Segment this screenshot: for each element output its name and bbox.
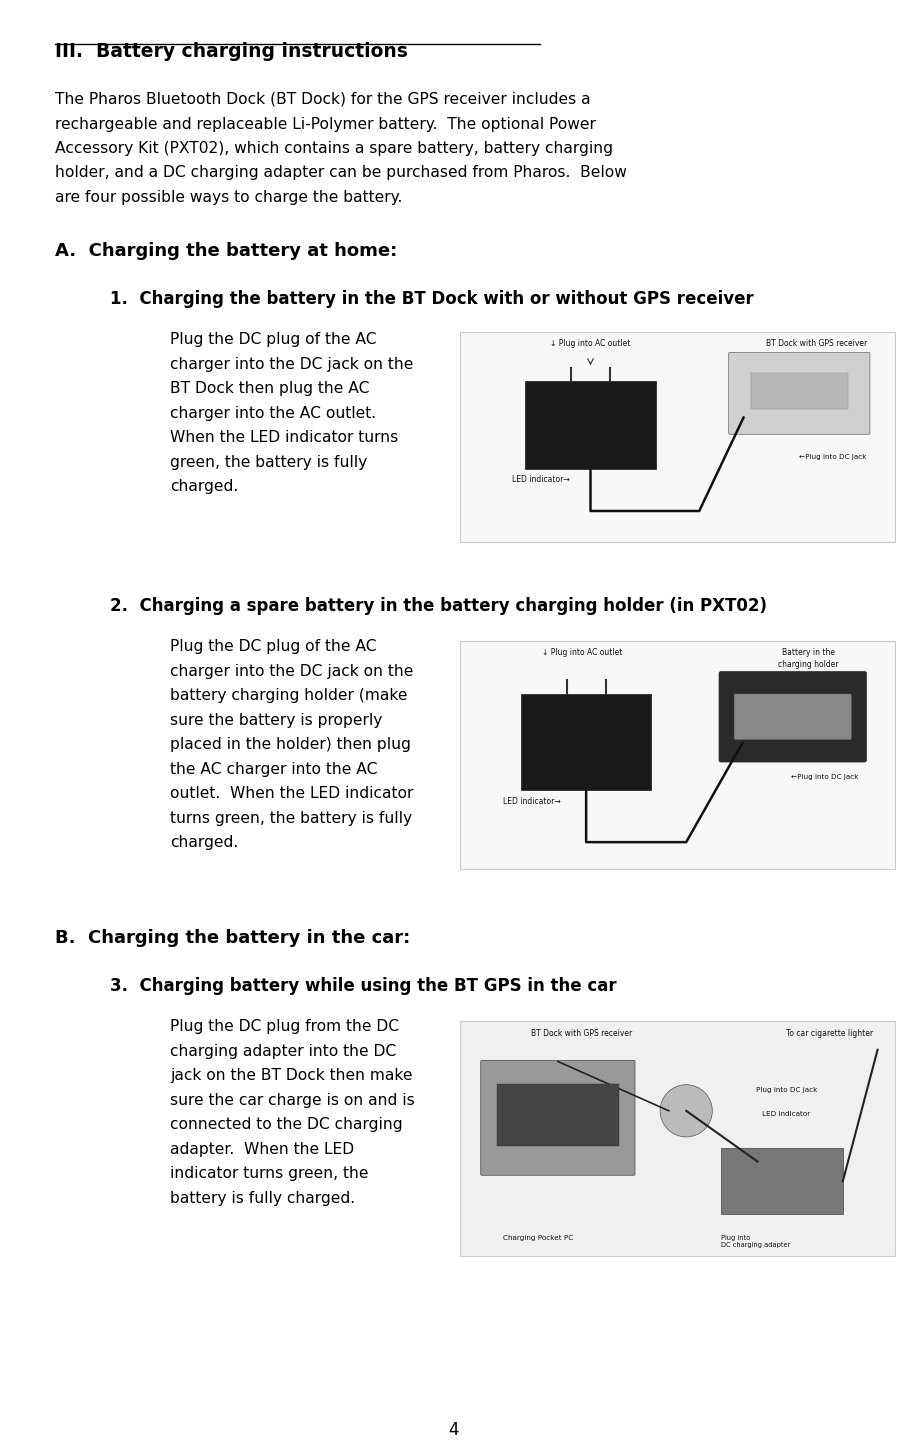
Text: sure the car charge is on and is: sure the car charge is on and is [170, 1093, 414, 1108]
Text: When the LED indicator turns: When the LED indicator turns [170, 430, 398, 446]
Text: turns green, the battery is fully: turns green, the battery is fully [170, 812, 412, 826]
Bar [460, 1022, 895, 1256]
Text: 1.  Charging the battery in the BT Dock with or without GPS receiver: 1. Charging the battery in the BT Dock w… [110, 290, 754, 308]
Text: rechargeable and replaceable Li-Polymer battery.  The optional Power: rechargeable and replaceable Li-Polymer … [55, 116, 596, 132]
Text: Plug the DC plug of the AC: Plug the DC plug of the AC [170, 333, 376, 347]
Text: BT Dock with GPS receiver: BT Dock with GPS receiver [766, 338, 867, 348]
Text: Plug into DC jack: Plug into DC jack [756, 1088, 817, 1093]
Text: placed in the holder) then plug: placed in the holder) then plug [170, 738, 411, 752]
Text: B.  Charging the battery in the car:: B. Charging the battery in the car: [55, 929, 410, 948]
Text: 4: 4 [448, 1422, 459, 1439]
Bar [497, 1085, 619, 1146]
Text: 3.  Charging battery while using the BT GPS in the car: 3. Charging battery while using the BT G… [110, 977, 617, 996]
Text: charger into the DC jack on the: charger into the DC jack on the [170, 357, 414, 372]
Text: outlet.  When the LED indicator: outlet. When the LED indicator [170, 787, 414, 802]
Circle shape [660, 1085, 712, 1137]
Text: adapter.  When the LED: adapter. When the LED [170, 1143, 354, 1157]
Text: 2.  Charging a spare battery in the battery charging holder (in PXT02): 2. Charging a spare battery in the batte… [110, 598, 767, 616]
Text: connected to the DC charging: connected to the DC charging [170, 1118, 403, 1133]
Text: are four possible ways to charge the battery.: are four possible ways to charge the bat… [55, 190, 403, 205]
Text: BT Dock with GPS receiver: BT Dock with GPS receiver [532, 1028, 632, 1038]
Text: charged.: charged. [170, 835, 239, 851]
Text: To car cigarette lighter: To car cigarette lighter [786, 1028, 873, 1038]
Text: charging holder: charging holder [777, 659, 838, 669]
Text: BT Dock then plug the AC: BT Dock then plug the AC [170, 382, 369, 396]
Text: A.  Charging the battery at home:: A. Charging the battery at home: [55, 242, 397, 260]
Text: charger into the AC outlet.: charger into the AC outlet. [170, 407, 376, 421]
Text: charging adapter into the DC: charging adapter into the DC [170, 1044, 396, 1059]
Text: ←Plug into DC jack: ←Plug into DC jack [791, 774, 858, 780]
Text: ←Plug into DC jack: ←Plug into DC jack [799, 454, 867, 460]
Text: holder, and a DC charging adapter can be purchased from Pharos.  Below: holder, and a DC charging adapter can be… [55, 166, 627, 180]
Text: jack on the BT Dock then make: jack on the BT Dock then make [170, 1069, 413, 1083]
Text: Charging Pocket PC: Charging Pocket PC [503, 1236, 574, 1241]
Text: sure the battery is properly: sure the battery is properly [170, 713, 383, 727]
Text: battery charging holder (make: battery charging holder (make [170, 688, 407, 704]
Text: ↓ Plug into AC outlet: ↓ Plug into AC outlet [541, 649, 622, 658]
Text: Accessory Kit (PXT02), which contains a spare battery, battery charging: Accessory Kit (PXT02), which contains a … [55, 141, 613, 155]
Bar [460, 333, 895, 543]
Text: LED indicator: LED indicator [762, 1111, 810, 1117]
Bar [521, 694, 651, 790]
FancyBboxPatch shape [728, 353, 870, 434]
Text: Battery in the: Battery in the [782, 649, 834, 658]
Text: charger into the DC jack on the: charger into the DC jack on the [170, 664, 414, 680]
Text: ↓ Plug into AC outlet: ↓ Plug into AC outlet [551, 338, 630, 348]
Text: Plug the DC plug of the AC: Plug the DC plug of the AC [170, 639, 376, 655]
Text: LED indicator→: LED indicator→ [512, 475, 570, 485]
Text: green, the battery is fully: green, the battery is fully [170, 454, 367, 470]
FancyBboxPatch shape [719, 671, 866, 762]
Text: III.  Battery charging instructions: III. Battery charging instructions [55, 42, 408, 61]
Text: battery is fully charged.: battery is fully charged. [170, 1191, 356, 1207]
FancyBboxPatch shape [481, 1060, 635, 1175]
Text: Plug into
DC charging adapter: Plug into DC charging adapter [721, 1236, 790, 1249]
Bar [460, 642, 895, 870]
Text: the AC charger into the AC: the AC charger into the AC [170, 762, 377, 777]
FancyBboxPatch shape [735, 694, 851, 739]
Text: LED indicator→: LED indicator→ [503, 797, 561, 806]
Bar [525, 380, 656, 469]
Text: The Pharos Bluetooth Dock (BT Dock) for the GPS receiver includes a: The Pharos Bluetooth Dock (BT Dock) for … [55, 91, 590, 107]
Text: charged.: charged. [170, 479, 239, 495]
Text: indicator turns green, the: indicator turns green, the [170, 1166, 368, 1182]
Text: Plug the DC plug from the DC: Plug the DC plug from the DC [170, 1019, 399, 1034]
Bar [751, 373, 848, 409]
Bar [721, 1149, 843, 1214]
